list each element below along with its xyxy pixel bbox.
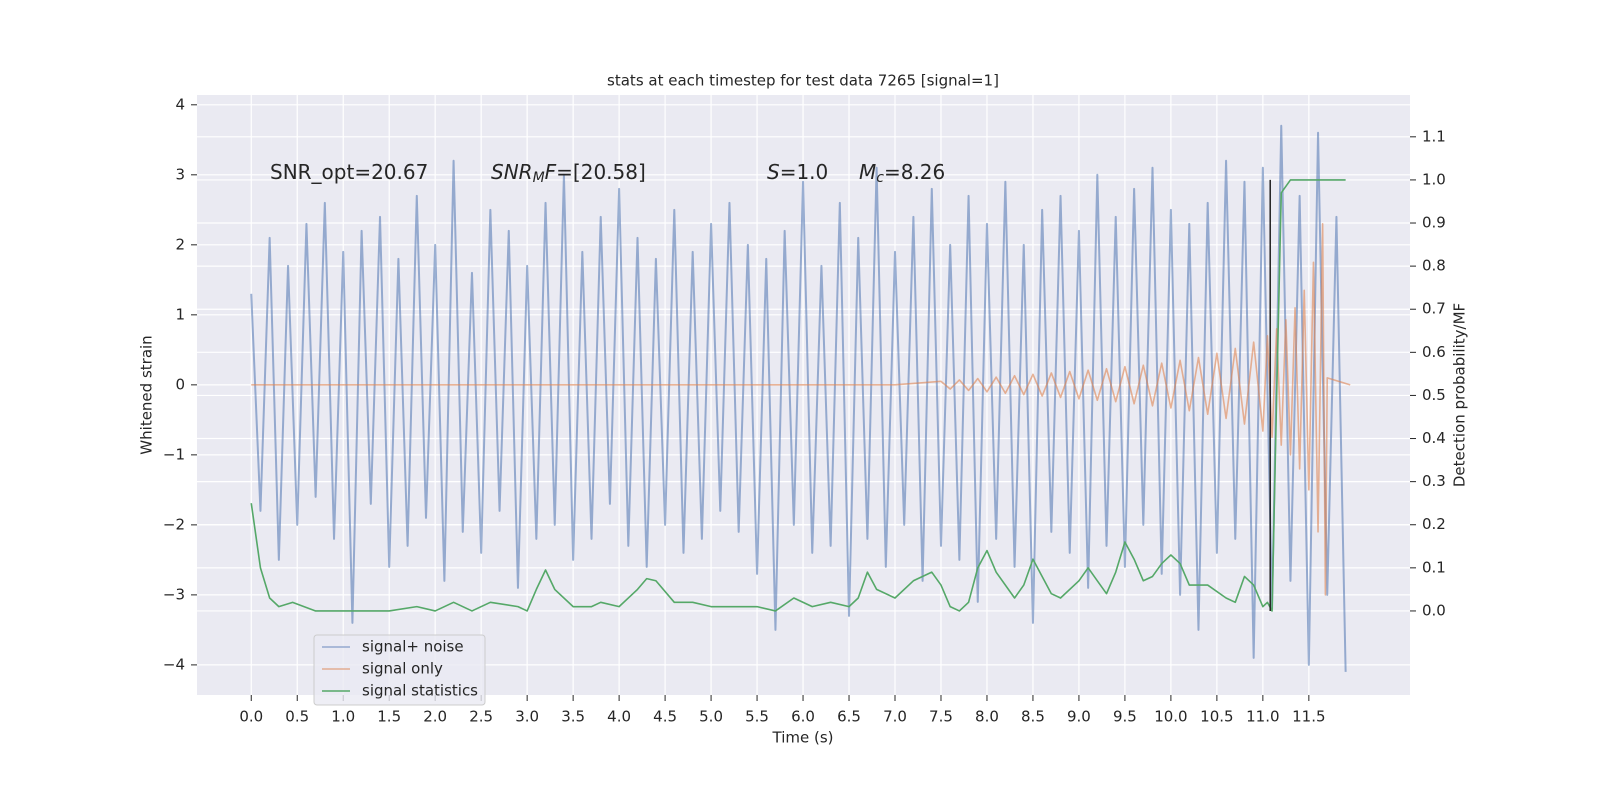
x-tick-label: 6.0 (791, 708, 815, 726)
x-tick-label: 11.5 (1292, 708, 1325, 726)
x-tick-label: 6.5 (837, 708, 861, 726)
annotation-part: c (876, 170, 884, 186)
y2-tick-label: 1.1 (1422, 127, 1446, 145)
x-tick-label: 1.0 (331, 708, 355, 726)
x-tick-label: 4.5 (653, 708, 677, 726)
x-tick-label: 0.0 (239, 708, 263, 726)
y2-tick-label: 0.9 (1422, 214, 1446, 232)
annotation-part: =8.26 (884, 160, 945, 184)
x-tick-label: 5.5 (745, 708, 769, 726)
legend-label: signal+ noise (362, 638, 464, 656)
y-tick-label: −1 (163, 445, 185, 463)
y-tick-label: 3 (175, 165, 185, 183)
y-tick-label: −4 (163, 655, 185, 673)
x-tick-label: 2.5 (469, 708, 493, 726)
x-tick-label: 11.0 (1246, 708, 1279, 726)
x-tick-label: 5.0 (699, 708, 723, 726)
y2-tick-label: 0.0 (1422, 601, 1446, 619)
x-tick-label: 1.5 (377, 708, 401, 726)
legend-label: signal only (362, 660, 443, 678)
y2-tick-label: 0.4 (1422, 429, 1446, 447)
annotation: Mc=8.26 (859, 160, 945, 187)
y2-tick-label: 0.8 (1422, 257, 1446, 275)
y-axis-label: Whitened strain (138, 335, 156, 454)
x-tick-label: 9.5 (1113, 708, 1137, 726)
series-line (250, 179, 1346, 612)
y2-tick-label: 0.5 (1422, 386, 1446, 404)
x-tick-label: 2.0 (423, 708, 447, 726)
y2-tick-label: 0.2 (1422, 515, 1446, 533)
annotation-part: M (533, 170, 545, 186)
y2-tick-label: 0.3 (1422, 472, 1446, 490)
series-line (251, 223, 1351, 596)
x-tick-label: 8.5 (1021, 708, 1045, 726)
marks (250, 124, 1351, 672)
x-tick-label: 7.5 (929, 708, 953, 726)
labels: stats at each timestep for test data 726… (138, 72, 1469, 747)
x-tick-label: 3.5 (561, 708, 585, 726)
x-axis-label: Time (s) (772, 729, 834, 747)
annotation: SNRMF=[20.58] (491, 160, 646, 187)
y2-tick-label: 0.1 (1422, 558, 1446, 576)
x-tick-label: 4.0 (607, 708, 631, 726)
annotation-part: SNR (491, 160, 533, 184)
y-tick-label: −2 (163, 515, 185, 533)
y-tick-label: −3 (163, 585, 185, 603)
annotation: S=1.0 (767, 160, 828, 184)
annotation-part: F (545, 160, 557, 184)
annotation-part: M (859, 160, 876, 184)
x-tick-label: 9.0 (1067, 708, 1091, 726)
x-tick-label: 7.0 (883, 708, 907, 726)
x-tick-label: 10.5 (1200, 708, 1233, 726)
annotation-part: =[20.58] (556, 160, 646, 184)
y-tick-label: 2 (175, 235, 185, 253)
annotation-part: S (767, 160, 780, 184)
y-tick-label: 1 (175, 305, 185, 323)
y2-tick-label: 0.6 (1422, 343, 1446, 361)
series-line (250, 124, 1347, 672)
chart-title: stats at each timestep for test data 726… (607, 72, 999, 90)
legend-box (313, 634, 486, 706)
y2-axis-label: Detection probability/MF (1451, 303, 1469, 487)
y-tick-label: 4 (175, 95, 185, 113)
annotation-part: SNR_opt=20.67 (270, 160, 428, 184)
x-tick-label: 3.0 (515, 708, 539, 726)
y2-tick-label: 1.0 (1422, 170, 1446, 188)
y2-tick-label: 0.7 (1422, 300, 1446, 318)
x-tick-label: 0.5 (285, 708, 309, 726)
y-tick-label: 0 (175, 375, 185, 393)
annotation-part: =1.0 (780, 160, 829, 184)
x-tick-label: 10.0 (1154, 708, 1187, 726)
legend-label: signal statistics (362, 682, 478, 700)
annotation: SNR_opt=20.67 (270, 160, 428, 184)
x-tick-label: 8.0 (975, 708, 999, 726)
